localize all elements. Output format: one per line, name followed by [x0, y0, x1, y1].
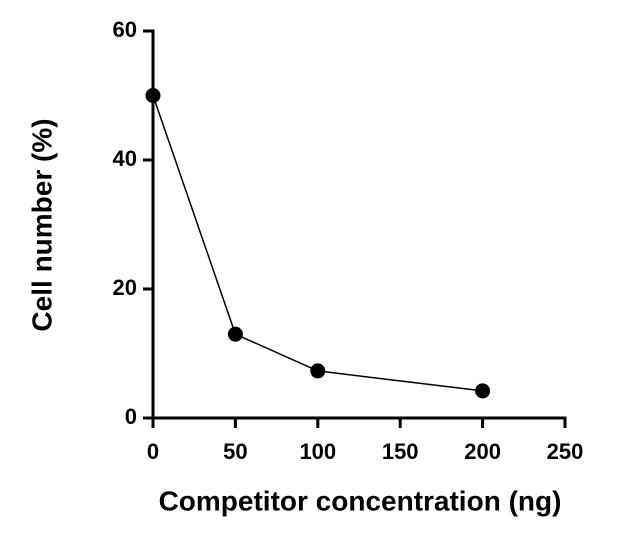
line	[152, 95, 483, 392]
x-axis-title: Competitor concentration (ng)	[159, 485, 562, 516]
y-tick-label: 40	[113, 146, 137, 171]
y-tick-label: 20	[113, 275, 137, 300]
x-tick-label: 50	[223, 439, 247, 464]
x-tick-label: 100	[299, 439, 336, 464]
x-tick-label: 150	[382, 439, 419, 464]
y-tick-label: 60	[113, 17, 137, 42]
x-tick-label: 200	[464, 439, 501, 464]
marker	[145, 88, 161, 103]
y-tick-label: 0	[125, 404, 137, 429]
marker	[310, 363, 326, 379]
marker	[475, 383, 491, 399]
x-tick-label: 0	[147, 439, 159, 464]
marker	[227, 326, 243, 342]
y-axis-title: Cell number (%)	[26, 118, 57, 331]
x-tick-label: 250	[547, 439, 584, 464]
